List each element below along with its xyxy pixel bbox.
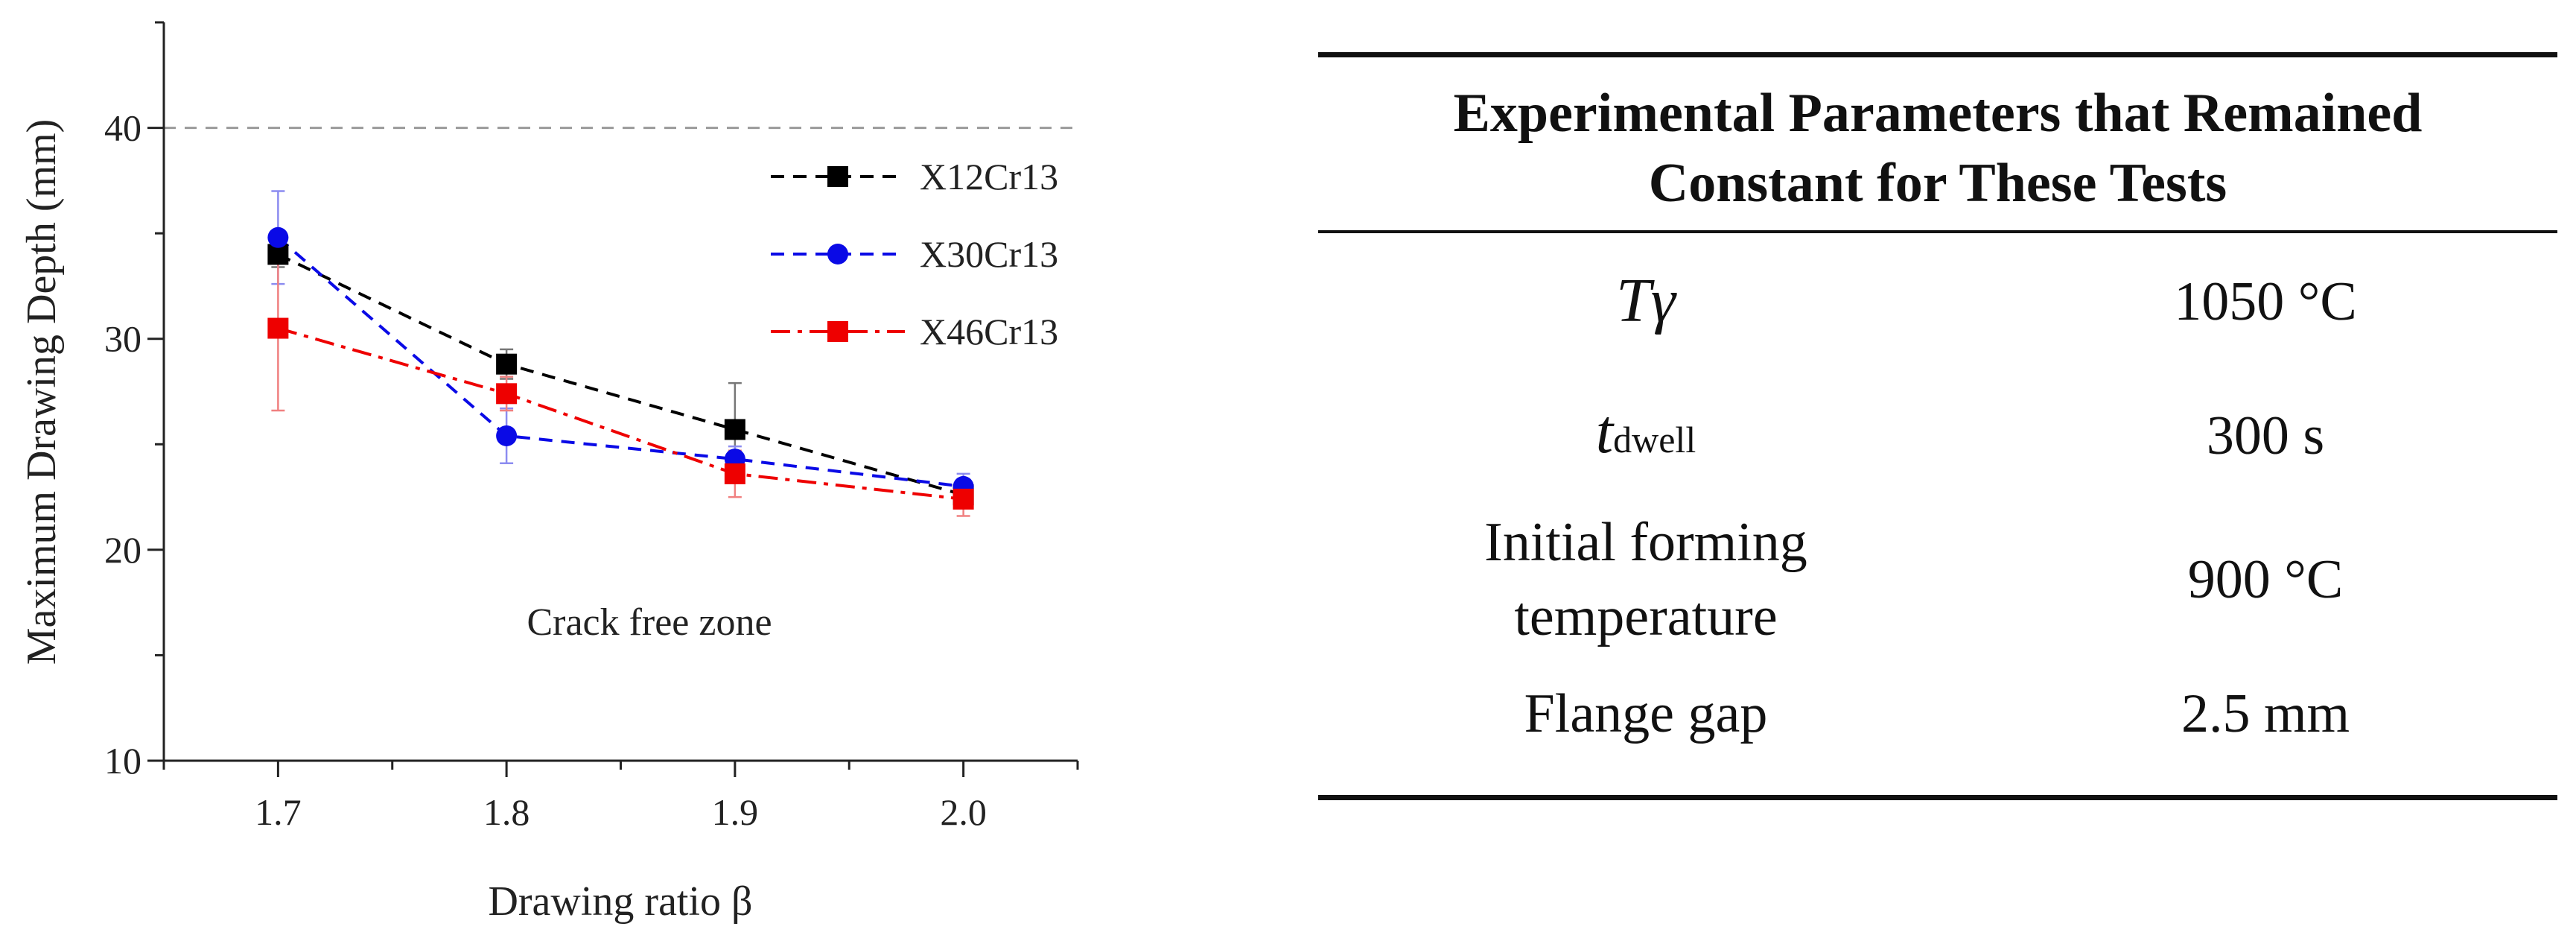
legend-label-x46cr13: X46Cr13 [920, 311, 1058, 352]
legend: X12Cr13 X30Cr13 X46Cr13 [771, 156, 1058, 352]
table-row-austenitizing-temperature: Tγ 1050 °C [1318, 233, 2557, 370]
param-value: 1050 °C [2174, 271, 2357, 332]
point-x46cr13 [953, 488, 974, 510]
point-x30cr13 [267, 227, 289, 248]
data-markers [267, 227, 974, 510]
param-value: 2.5 mm [2181, 683, 2350, 744]
point-x46cr13 [724, 463, 745, 484]
y-ticks: 10 20 30 40 [104, 21, 164, 782]
legend-label-x12cr13: X12Cr13 [920, 156, 1058, 197]
series-line-x30cr13 [277, 236, 964, 488]
symbol-subscript: dwell [1613, 419, 1696, 460]
x-axis-title: Drawing ratio β [488, 878, 752, 925]
table-row-dwell-time: tdwell 300 s [1318, 370, 2557, 501]
series-lines [277, 236, 964, 501]
table-bottom-rule [1318, 795, 2557, 800]
param-name: tdwell [1318, 395, 1974, 477]
symbol-T: T [1616, 265, 1651, 335]
symbol-t: t [1595, 397, 1614, 466]
point-x46cr13 [267, 317, 289, 339]
parameters-table: Experimental Parameters that Remained Co… [1318, 52, 2557, 800]
point-x30cr13 [496, 425, 518, 446]
legend-marker-x12cr13 [827, 166, 848, 187]
legend-marker-x46cr13 [827, 321, 848, 342]
table-title-line-1: Experimental Parameters that Remained [1453, 83, 2423, 144]
y-axis-title: Maximum Drawing Depth (mm) [19, 119, 65, 665]
param-name: Initial forming temperature [1318, 505, 1974, 654]
x-tick-label: 1.8 [483, 791, 530, 833]
y-tick-label: 20 [104, 529, 141, 571]
series-line-x46cr13 [277, 326, 964, 501]
table-header-rule [1318, 230, 2557, 233]
series-line-x12cr13 [277, 253, 964, 497]
table-title-line-2: Constant for These Tests [1648, 153, 2227, 214]
y-tick-label: 30 [104, 318, 141, 360]
x-tick-label: 1.9 [712, 791, 759, 833]
point-x12cr13 [724, 419, 745, 440]
table-title: Experimental Parameters that Remained Co… [1318, 57, 2557, 230]
drawing-depth-chart: 10 20 30 40 1.7 1.8 1.9 2.0 Drawing ratio β Ma… [19, 21, 1079, 925]
crack-free-annotation: Crack free zone [527, 601, 772, 644]
table-row-flange-gap: Flange gap 2.5 mm [1318, 658, 2557, 770]
param-value: 900 °C [2187, 549, 2344, 610]
y-tick-label: 10 [104, 740, 141, 782]
param-name-line-1: Initial forming [1484, 512, 1807, 573]
table-top-rule [1318, 52, 2557, 57]
x-tick-label: 2.0 [940, 791, 987, 833]
legend-label-x30cr13: X30Cr13 [920, 233, 1058, 275]
legend-marker-x30cr13 [827, 244, 848, 264]
param-name-line-2: temperature [1514, 586, 1778, 647]
point-x12cr13 [496, 353, 518, 375]
param-value: 300 s [2206, 405, 2325, 466]
symbol-gamma: γ [1650, 265, 1676, 335]
x-ticks: 1.7 1.8 1.9 2.0 [162, 761, 1079, 833]
param-name: Flange gap [1524, 683, 1768, 744]
y-tick-label: 40 [104, 107, 141, 149]
x-tick-label: 1.7 [255, 791, 302, 833]
point-x46cr13 [496, 383, 518, 405]
table-row-initial-forming-temperature: Initial forming temperature 900 °C [1318, 501, 2557, 658]
param-name: Tγ [1318, 264, 1974, 340]
